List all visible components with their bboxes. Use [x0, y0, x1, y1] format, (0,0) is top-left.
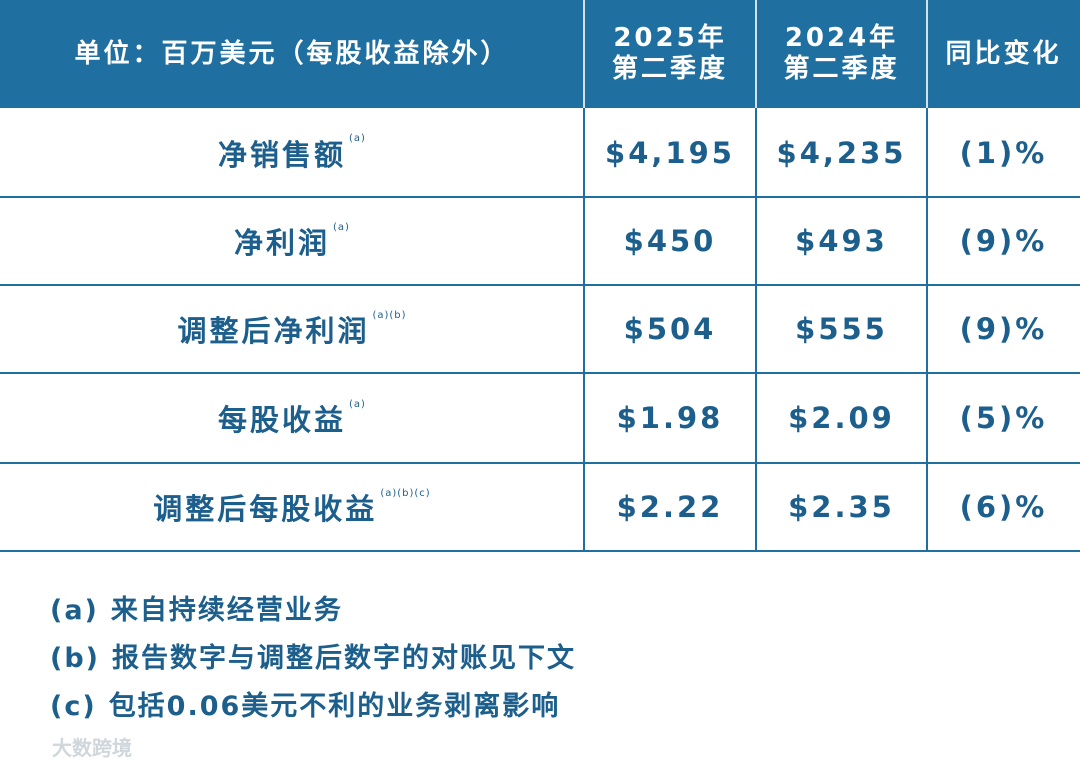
value-text: $493: [795, 224, 888, 258]
header-divider: [926, 0, 928, 108]
value-cell: $1.98: [584, 373, 756, 463]
value-text: (5)%: [959, 401, 1048, 435]
footnote-ref: (a)(b)(c): [380, 487, 431, 499]
row-border: [0, 196, 1080, 198]
header-divider: [755, 0, 757, 108]
row-label: 净利润 (a): [0, 197, 584, 285]
footnote-text: 来自持续经营业务: [110, 595, 343, 626]
footnote-ref: (a): [349, 398, 366, 410]
footnote-ref: (a): [349, 133, 366, 144]
column-divider: [583, 108, 585, 552]
label-text: 净销售额: [218, 137, 347, 172]
header-text: 第二季度: [611, 54, 728, 84]
label-text: 调整后净利润: [177, 314, 370, 348]
header-cell: 同比变化: [927, 0, 1080, 108]
footnote-text: 包括0.06美元不利的业务剥离影响: [108, 691, 561, 722]
footnote-ref: (a): [333, 221, 350, 233]
value-text: $1.98: [616, 401, 724, 435]
value-cell: $2.35: [756, 463, 927, 551]
value-cell: (9)%: [927, 285, 1080, 373]
value-cell: $555: [756, 285, 927, 373]
value-text: $4,195: [605, 135, 735, 170]
value-text: $450: [623, 224, 717, 258]
value-cell: $493: [756, 197, 927, 285]
value-cell: $2.22: [584, 463, 756, 551]
value-text: $2.09: [788, 401, 895, 435]
value-cell: $4,235: [756, 108, 927, 197]
footnote: (c) 包括0.06美元不利的业务剥离影响: [50, 684, 560, 723]
header-divider: [583, 0, 585, 108]
value-text: (9)%: [959, 312, 1048, 346]
row-label: 调整后每股收益 (a)(b)(c): [0, 463, 584, 551]
value-cell: (5)%: [927, 373, 1080, 463]
header-cell: 2025年 第二季度: [584, 0, 756, 108]
watermark: 大数跨境: [52, 736, 132, 760]
header-text: 第二季度: [783, 54, 900, 84]
footnote-marker: (b): [50, 643, 101, 674]
row-label: 净销售额 (a): [0, 108, 584, 197]
value-text: $2.22: [616, 490, 724, 524]
row-border: [0, 284, 1080, 286]
value-text: $4,235: [776, 135, 907, 170]
value-text: (9)%: [959, 224, 1048, 258]
value-cell: (6)%: [927, 463, 1080, 551]
header-text: 2025年: [613, 23, 727, 53]
value-cell: (1)%: [927, 108, 1080, 197]
row-border: [0, 372, 1080, 374]
footnote-marker: (a): [50, 595, 99, 626]
header-cell: 单位：百万美元（每股收益除外）: [0, 0, 584, 108]
row-border: [0, 550, 1080, 552]
value-cell: $4,195: [584, 108, 756, 197]
value-text: $555: [795, 312, 888, 346]
footnote-marker: (c): [50, 691, 97, 722]
label-text: 净利润: [234, 226, 331, 260]
row-label: 每股收益 (a): [0, 373, 584, 463]
value-cell: $450: [584, 197, 756, 285]
value-cell: $2.09: [756, 373, 927, 463]
value-text: $2.35: [788, 490, 895, 524]
footnote: (a) 来自持续经营业务: [50, 588, 343, 627]
row-label: 调整后净利润 (a)(b): [0, 285, 584, 373]
value-text: (1)%: [959, 135, 1048, 170]
value-cell: $504: [584, 285, 756, 373]
label-text: 每股收益: [218, 403, 347, 437]
value-text: $504: [623, 312, 717, 346]
label-text: 调整后每股收益: [153, 492, 378, 526]
header-text: 2024年: [784, 23, 899, 53]
header-cell: 2024年 第二季度: [756, 0, 927, 108]
column-divider: [926, 108, 928, 552]
column-divider: [755, 108, 757, 552]
footnote-ref: (a)(b): [372, 309, 407, 321]
value-cell: (9)%: [927, 197, 1080, 285]
value-text: (6)%: [959, 490, 1048, 524]
header-bar: 单位：百万美元（每股收益除外） 2025年 第二季度 2024年 第二季度 同比变化: [0, 0, 1080, 108]
header-text: 同比变化: [945, 38, 1062, 69]
header-text: 单位：百万美元（每股收益除外）: [74, 38, 510, 69]
row-border: [0, 462, 1080, 464]
footnote: (b) 报告数字与调整后数字的对账见下文: [50, 636, 576, 675]
footnote-text: 报告数字与调整后数字的对账见下文: [112, 643, 577, 674]
